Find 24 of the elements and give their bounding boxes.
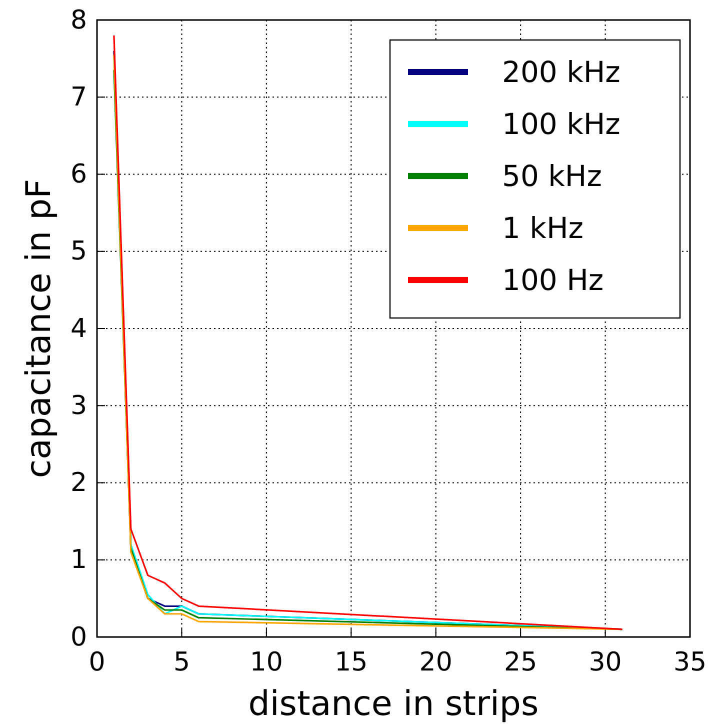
- y-tick-label: 0: [70, 622, 87, 652]
- x-tick-label: 5: [173, 647, 190, 678]
- y-tick-label: 7: [70, 82, 87, 112]
- y-tick-label: 8: [70, 5, 87, 36]
- y-tick-label: 5: [70, 236, 87, 267]
- legend-label: 100 Hz: [502, 263, 604, 298]
- y-tick-label: 1: [70, 545, 87, 576]
- x-tick-label: 0: [88, 647, 106, 678]
- x-tick-label: 20: [419, 647, 452, 678]
- legend-label: 1 kHz: [502, 211, 584, 246]
- y-tick-label: 6: [70, 160, 87, 190]
- y-axis-title: capacitance in pF: [19, 178, 59, 478]
- x-tick-label: 25: [504, 647, 538, 678]
- x-tick-label: 15: [334, 647, 368, 678]
- y-tick-label: 3: [70, 390, 87, 421]
- y-tick-label: 4: [70, 314, 87, 344]
- legend-label: 50 kHz: [502, 159, 602, 194]
- x-tick-label: 10: [250, 647, 283, 678]
- x-axis-title: distance in strips: [248, 684, 539, 724]
- y-tick-label: 2: [70, 468, 87, 498]
- x-tick-label: 35: [673, 647, 707, 678]
- x-tick-label: 30: [588, 647, 622, 678]
- legend-label: 200 kHz: [502, 55, 620, 90]
- legend-label: 100 kHz: [502, 107, 620, 142]
